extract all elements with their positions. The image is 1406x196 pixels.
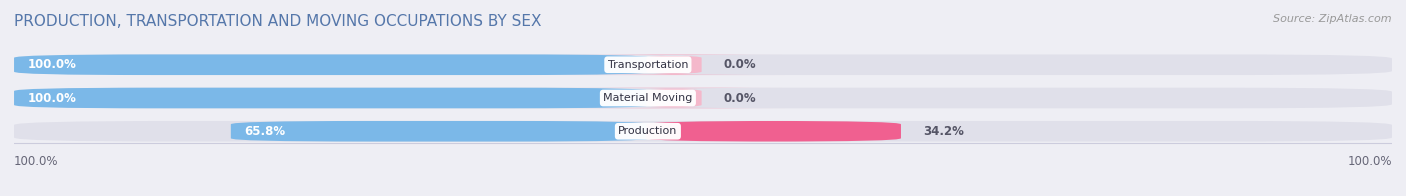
Text: 100.0%: 100.0% <box>14 154 59 168</box>
FancyBboxPatch shape <box>14 88 1392 108</box>
Text: 0.0%: 0.0% <box>724 58 756 71</box>
FancyBboxPatch shape <box>231 121 651 142</box>
Text: 100.0%: 100.0% <box>28 58 77 71</box>
FancyBboxPatch shape <box>14 54 651 75</box>
FancyBboxPatch shape <box>14 121 1392 142</box>
Text: Material Moving: Material Moving <box>603 93 693 103</box>
Text: 100.0%: 100.0% <box>28 92 77 104</box>
Text: Production: Production <box>619 126 678 136</box>
Text: 0.0%: 0.0% <box>724 92 756 104</box>
Text: Source: ZipAtlas.com: Source: ZipAtlas.com <box>1274 14 1392 24</box>
Text: 65.8%: 65.8% <box>245 125 285 138</box>
FancyBboxPatch shape <box>647 121 901 142</box>
Text: PRODUCTION, TRANSPORTATION AND MOVING OCCUPATIONS BY SEX: PRODUCTION, TRANSPORTATION AND MOVING OC… <box>14 14 541 29</box>
FancyBboxPatch shape <box>564 88 785 108</box>
FancyBboxPatch shape <box>564 54 785 75</box>
Text: Transportation: Transportation <box>607 60 688 70</box>
FancyBboxPatch shape <box>14 88 651 108</box>
FancyBboxPatch shape <box>14 54 1392 75</box>
Text: 34.2%: 34.2% <box>922 125 965 138</box>
Text: 100.0%: 100.0% <box>1347 154 1392 168</box>
